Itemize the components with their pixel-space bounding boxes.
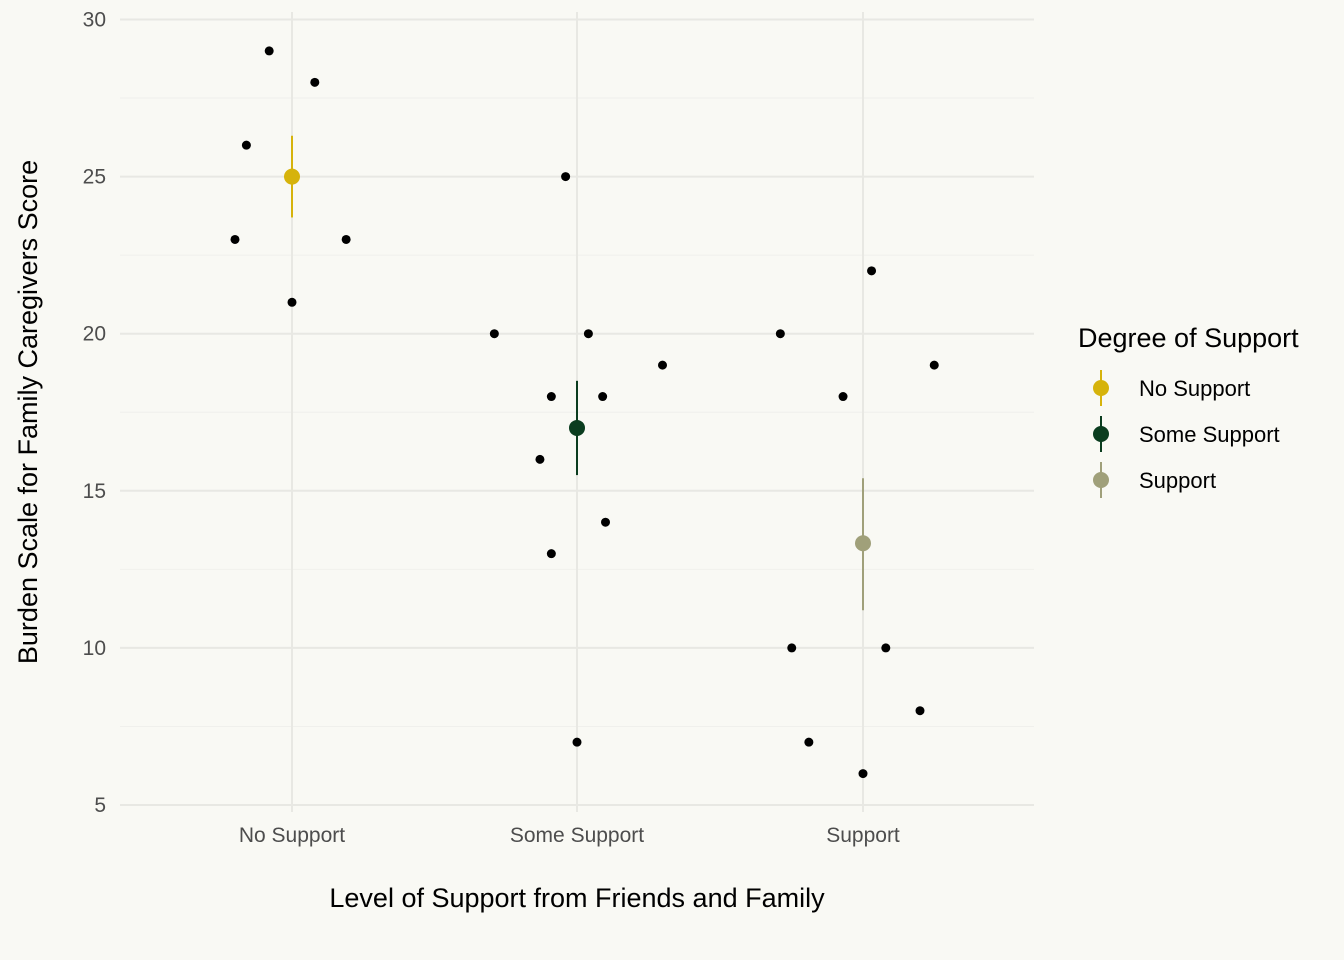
data-point — [658, 360, 667, 370]
data-point — [241, 140, 251, 150]
summary-marks — [284, 135, 871, 611]
data-point — [867, 266, 877, 276]
x-axis-title: Level of Support from Friends and Family — [329, 883, 825, 913]
y-tick-label: 5 — [94, 794, 106, 817]
y-tick-label: 25 — [83, 166, 106, 189]
x-tick-label: Support — [826, 824, 900, 847]
legend-label: Some Support — [1139, 422, 1280, 447]
y-axis-title: Burden Scale for Family Caregivers Score — [13, 160, 43, 664]
data-point — [572, 737, 582, 747]
data-point — [775, 329, 785, 339]
data-point — [264, 46, 274, 56]
legend-key-point — [1093, 426, 1109, 442]
mean-point — [855, 535, 871, 552]
y-tick-label: 10 — [83, 637, 106, 660]
data-point — [915, 706, 925, 716]
legend-label: No Support — [1139, 376, 1250, 401]
legend-label: Support — [1139, 468, 1216, 493]
legend: Degree of Support No Support Some Support… — [1078, 323, 1299, 498]
data-point — [230, 234, 240, 244]
data-point — [838, 392, 848, 402]
legend-key-point — [1093, 472, 1109, 488]
data-point — [489, 329, 499, 339]
data-point — [287, 297, 297, 307]
data-point — [535, 454, 545, 464]
y-tick-label: 20 — [83, 323, 106, 346]
data-points — [230, 46, 939, 779]
data-point — [598, 392, 608, 402]
data-point — [341, 234, 351, 244]
data-point — [561, 172, 571, 182]
mean-point — [284, 168, 300, 185]
y-tick-label: 15 — [83, 480, 106, 503]
y-axis-ticks: 5 10 15 20 25 30 — [83, 9, 106, 818]
y-tick-label: 30 — [83, 9, 106, 32]
data-point — [546, 392, 556, 402]
x-tick-label: Some Support — [510, 824, 644, 847]
data-point — [804, 737, 814, 747]
legend-title: Degree of Support — [1078, 323, 1299, 353]
mean-point — [569, 419, 585, 436]
data-point — [601, 517, 610, 527]
data-point — [929, 360, 939, 370]
x-axis-ticks: No Support Some Support Support — [239, 824, 900, 847]
data-point — [881, 643, 891, 653]
legend-key-point — [1093, 380, 1109, 396]
data-point — [858, 769, 868, 779]
x-tick-label: No Support — [239, 824, 345, 847]
data-point — [787, 643, 797, 653]
data-point — [546, 549, 556, 559]
data-point — [310, 77, 320, 87]
data-point — [583, 329, 593, 339]
